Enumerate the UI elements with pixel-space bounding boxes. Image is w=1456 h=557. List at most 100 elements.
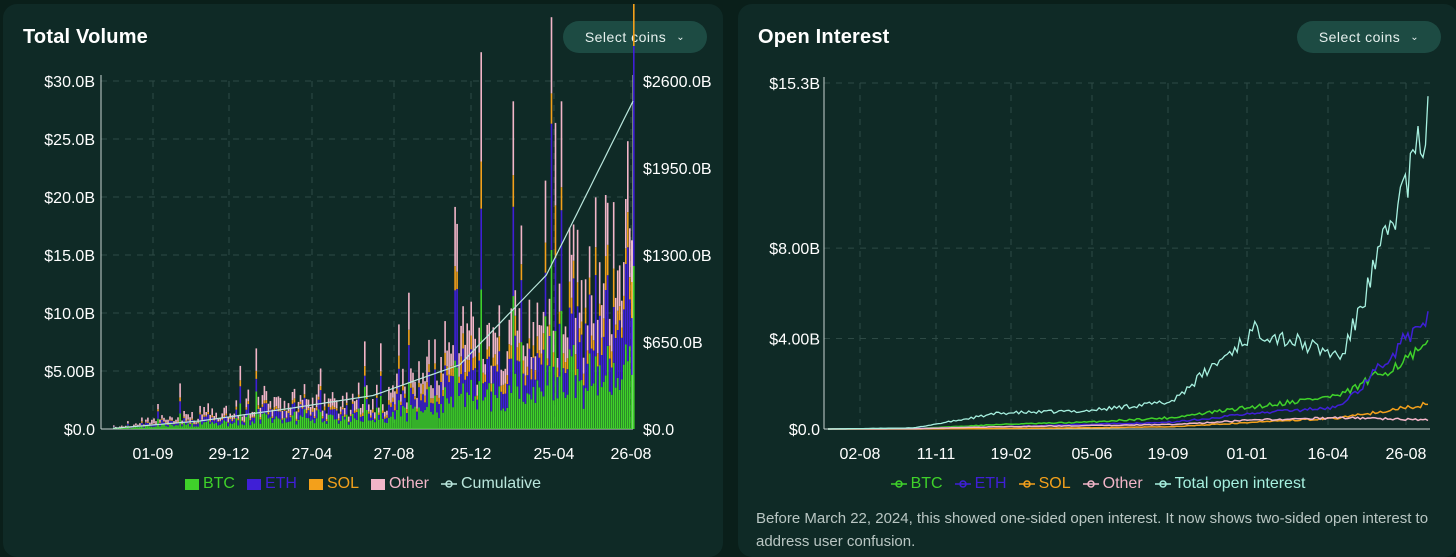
bar-sol bbox=[301, 405, 304, 409]
bar-sol bbox=[384, 416, 386, 419]
legend-item-btc[interactable]: BTC bbox=[184, 475, 235, 493]
bar-other bbox=[442, 373, 444, 390]
bar-eth bbox=[418, 387, 420, 408]
bar-other bbox=[121, 425, 123, 427]
bar-eth bbox=[245, 409, 248, 417]
select-coins-button-volume[interactable]: Select coins ⌄ bbox=[563, 21, 707, 53]
bar-btc bbox=[347, 424, 350, 429]
bar-other bbox=[171, 417, 173, 421]
legend-item-sol[interactable]: SOL bbox=[1018, 475, 1071, 493]
bar-eth bbox=[169, 420, 171, 424]
bar-btc bbox=[414, 406, 416, 429]
bar-btc bbox=[633, 266, 635, 429]
bar-other bbox=[225, 405, 227, 414]
bar-eth bbox=[372, 412, 374, 420]
bar-other bbox=[155, 421, 157, 425]
bar-btc bbox=[299, 415, 302, 429]
bar-sol bbox=[159, 421, 161, 424]
bar-btc bbox=[281, 423, 284, 429]
bar-other bbox=[594, 197, 597, 248]
bar-btc bbox=[215, 422, 217, 429]
y-tick-label: $15.0B bbox=[44, 248, 95, 265]
bar-other bbox=[119, 426, 121, 428]
bar-btc bbox=[416, 419, 418, 429]
bar-eth bbox=[468, 371, 470, 395]
bar-sol bbox=[390, 402, 392, 407]
bar-sol bbox=[530, 369, 533, 380]
bar-sol bbox=[574, 354, 577, 376]
bar-sol bbox=[432, 398, 434, 404]
bar-sol bbox=[498, 336, 501, 352]
bar-btc bbox=[442, 412, 444, 429]
bar-sol bbox=[522, 360, 525, 374]
legend-item-total-oi[interactable]: Total open interest bbox=[1154, 475, 1305, 493]
bar-other bbox=[283, 400, 286, 409]
bar-eth bbox=[291, 403, 294, 416]
y-tick-label: $4.00B bbox=[769, 332, 820, 349]
bar-btc bbox=[155, 426, 157, 429]
bar-eth bbox=[179, 401, 181, 414]
bar-btc bbox=[504, 411, 507, 429]
bar-sol bbox=[315, 407, 318, 411]
bar-eth bbox=[392, 401, 394, 412]
bar-btc bbox=[482, 400, 484, 429]
bar-btc bbox=[618, 389, 621, 429]
bar-sol bbox=[592, 340, 595, 351]
bar-btc bbox=[161, 423, 163, 429]
bar-eth bbox=[337, 420, 340, 424]
bar-sol bbox=[219, 420, 221, 422]
legend-item-eth[interactable]: ETH bbox=[246, 475, 297, 493]
bar-btc bbox=[273, 419, 276, 429]
bar-btc bbox=[600, 387, 603, 429]
bar-eth bbox=[247, 404, 250, 415]
bar-eth bbox=[410, 387, 412, 405]
bar-other bbox=[438, 385, 440, 398]
bar-other bbox=[404, 386, 406, 394]
bar-eth bbox=[349, 416, 352, 422]
bar-other bbox=[169, 416, 171, 420]
bar-other bbox=[526, 343, 529, 367]
bar-other bbox=[311, 397, 314, 409]
bar-other bbox=[139, 423, 141, 426]
bar-eth bbox=[480, 208, 482, 290]
legend-item-btc[interactable]: BTC bbox=[890, 475, 943, 493]
bar-eth bbox=[631, 318, 633, 375]
bar-sol bbox=[398, 355, 400, 369]
legend-item-other[interactable]: Other bbox=[370, 475, 429, 493]
bar-other bbox=[351, 393, 354, 402]
y2-tick-label: $1950.0B bbox=[643, 161, 712, 178]
bar-eth bbox=[598, 315, 601, 366]
bar-other bbox=[209, 414, 211, 421]
bar-sol bbox=[428, 364, 430, 373]
bar-btc bbox=[143, 427, 145, 429]
bar-sol bbox=[590, 335, 593, 349]
bar-other bbox=[536, 302, 539, 337]
bar-btc bbox=[488, 383, 490, 429]
bar-other bbox=[400, 394, 402, 402]
bar-eth bbox=[307, 410, 310, 419]
legend-item-other[interactable]: Other bbox=[1082, 475, 1143, 493]
bar-other bbox=[157, 404, 159, 410]
bar-btc bbox=[574, 397, 577, 429]
bar-other bbox=[460, 325, 462, 357]
legend-item-sol[interactable]: SOL bbox=[308, 475, 359, 493]
bar-eth bbox=[528, 348, 531, 395]
bar-sol bbox=[169, 419, 171, 421]
x-tick-label: 27-08 bbox=[374, 446, 415, 463]
bar-other bbox=[189, 417, 191, 423]
bar-other bbox=[528, 299, 531, 339]
bar-other bbox=[492, 327, 495, 358]
y-tick-label: $20.0B bbox=[44, 190, 95, 207]
bar-eth bbox=[359, 416, 362, 422]
bar-other bbox=[305, 399, 308, 410]
select-coins-button-oi[interactable]: Select coins ⌄ bbox=[1297, 21, 1441, 53]
bar-sol bbox=[548, 324, 551, 336]
bar-eth bbox=[522, 373, 525, 402]
bar-other bbox=[277, 396, 280, 409]
legend-item-cumulative[interactable]: Cumulative bbox=[441, 475, 541, 493]
legend-item-eth[interactable]: ETH bbox=[954, 475, 1007, 493]
bar-btc bbox=[321, 422, 324, 429]
bar-btc bbox=[211, 422, 213, 429]
bar-sol bbox=[410, 383, 412, 388]
bar-eth bbox=[243, 422, 246, 426]
